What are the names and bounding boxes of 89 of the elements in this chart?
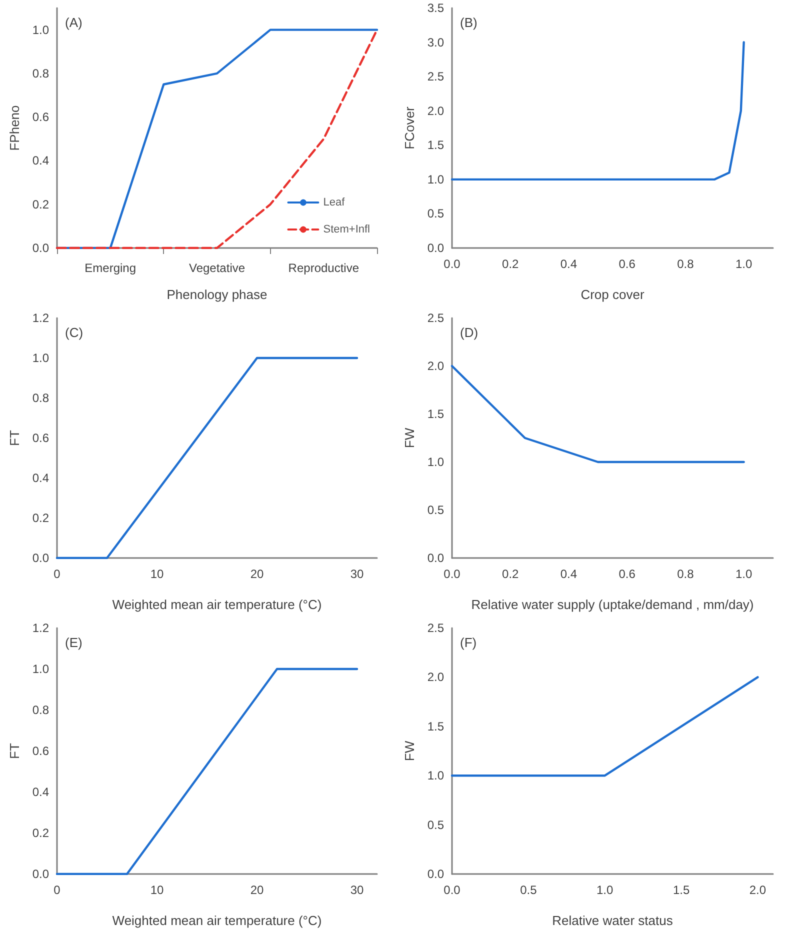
- y-tick-label: 0.8: [32, 391, 50, 405]
- y-tick-label: 0.5: [427, 503, 444, 517]
- x-tick-label: 10: [150, 567, 164, 581]
- y-tick-label: 0.0: [32, 241, 50, 255]
- y-tick-label: 3.0: [427, 35, 444, 50]
- y-axis-title: FT: [7, 743, 22, 759]
- y-axis-title: FPheno: [7, 105, 22, 151]
- x-tick-label: 0.2: [502, 257, 520, 271]
- x-tick-label: 0.2: [502, 567, 520, 581]
- y-tick-label: 1.5: [427, 138, 444, 152]
- x-tick-label: 1.0: [596, 883, 614, 897]
- y-tick-label: 2.0: [427, 670, 444, 684]
- x-tick-label: 1.5: [672, 883, 690, 897]
- x-tick-label: 30: [350, 883, 364, 897]
- y-tick-label: 0.0: [427, 867, 444, 881]
- x-tick-label: 0.5: [520, 883, 538, 897]
- x-tick-label: 0.4: [560, 567, 578, 581]
- y-tick-label: 0.4: [32, 471, 50, 485]
- y-tick-label: 0.6: [32, 110, 50, 124]
- annotation: (E): [65, 635, 82, 650]
- y-tick-label: 1.2: [32, 311, 50, 325]
- y-tick-label: 1.5: [427, 719, 444, 734]
- y-tick-label: 1.0: [427, 768, 444, 783]
- y-tick-label: 2.5: [427, 70, 444, 84]
- y-tick-label: 0.2: [32, 511, 50, 525]
- y-axis-title: FW: [402, 740, 417, 762]
- x-tick-label: Emerging: [84, 261, 136, 275]
- x-tick-label: 20: [250, 567, 264, 581]
- y-tick-label: 1.0: [32, 22, 50, 37]
- x-tick-label: 0.6: [618, 257, 636, 271]
- x-axis-title: Crop cover: [580, 287, 645, 302]
- x-axis-title: Weighted mean air temperature (°C): [112, 597, 322, 612]
- y-tick-label: 2.5: [427, 311, 444, 325]
- y-axis-title: FT: [7, 430, 22, 446]
- x-tick-label: 0.0: [444, 567, 461, 581]
- annotation: (F): [460, 635, 477, 650]
- y-tick-label: 0.0: [427, 241, 444, 255]
- y-tick-label: 2.0: [427, 104, 444, 118]
- y-tick-label: 0.5: [427, 206, 444, 221]
- y-tick-label: 0.4: [32, 785, 50, 799]
- x-tick-label: 0: [54, 883, 61, 897]
- y-tick-label: 1.2: [32, 621, 50, 635]
- y-axis-title: FCover: [402, 106, 417, 150]
- y-tick-label: 2.0: [427, 359, 444, 373]
- y-tick-label: 2.5: [427, 621, 444, 635]
- legend-label: Leaf: [323, 196, 346, 208]
- x-axis-title: Phenology phase: [166, 287, 268, 302]
- x-tick-label: 1.0: [735, 567, 752, 581]
- y-tick-label: 0.8: [32, 703, 50, 717]
- y-tick-label: 0.8: [32, 66, 50, 80]
- y-tick-label: 1.0: [427, 172, 444, 186]
- x-tick-label: 0.4: [560, 257, 578, 271]
- y-tick-label: 1.0: [32, 351, 50, 365]
- x-axis-title: Relative water status: [552, 913, 674, 928]
- x-tick-label: Vegetative: [188, 261, 246, 275]
- annotation: (D): [460, 325, 478, 340]
- y-tick-label: 0.0: [32, 551, 50, 565]
- y-tick-label: 0.0: [32, 867, 50, 881]
- x-tick-label: 0.0: [444, 883, 461, 897]
- annotation: (A): [65, 15, 82, 30]
- y-tick-label: 0.6: [32, 744, 50, 758]
- x-tick-label: 0.0: [444, 257, 461, 271]
- annotation: (C): [65, 325, 84, 340]
- x-tick-label: 1.0: [735, 257, 752, 271]
- y-tick-label: 1.0: [32, 662, 50, 676]
- x-tick-label: 10: [150, 883, 164, 897]
- x-tick-label: 0.6: [618, 567, 636, 581]
- y-tick-label: 0.4: [32, 154, 50, 168]
- x-tick-label: 30: [350, 567, 364, 581]
- y-tick-label: 3.5: [427, 1, 444, 15]
- annotation: (B): [460, 15, 478, 30]
- y-tick-label: 0.0: [427, 551, 444, 565]
- x-tick-label: 20: [250, 883, 264, 897]
- x-tick-label: 2.0: [749, 883, 766, 897]
- y-tick-label: 0.5: [427, 818, 444, 832]
- y-tick-label: 0.6: [32, 431, 50, 445]
- x-axis-title: Relative water supply (uptake/demand , mm/day): [471, 597, 754, 612]
- y-tick-label: 0.2: [32, 197, 50, 212]
- legend-label: Stem+Infl: [323, 224, 370, 236]
- y-tick-label: 1.0: [427, 455, 444, 469]
- x-axis-title: Weighted mean air temperature (°C): [112, 913, 322, 928]
- x-tick-label: 0.8: [677, 257, 694, 271]
- y-axis-title: FW: [402, 427, 417, 448]
- x-tick-label: Reproductive: [288, 261, 360, 275]
- x-tick-label: 0.8: [677, 567, 694, 581]
- y-tick-label: 1.5: [427, 407, 444, 421]
- x-tick-label: 0: [54, 567, 61, 581]
- y-tick-label: 0.2: [32, 826, 50, 840]
- line-series: [450, 41, 745, 181]
